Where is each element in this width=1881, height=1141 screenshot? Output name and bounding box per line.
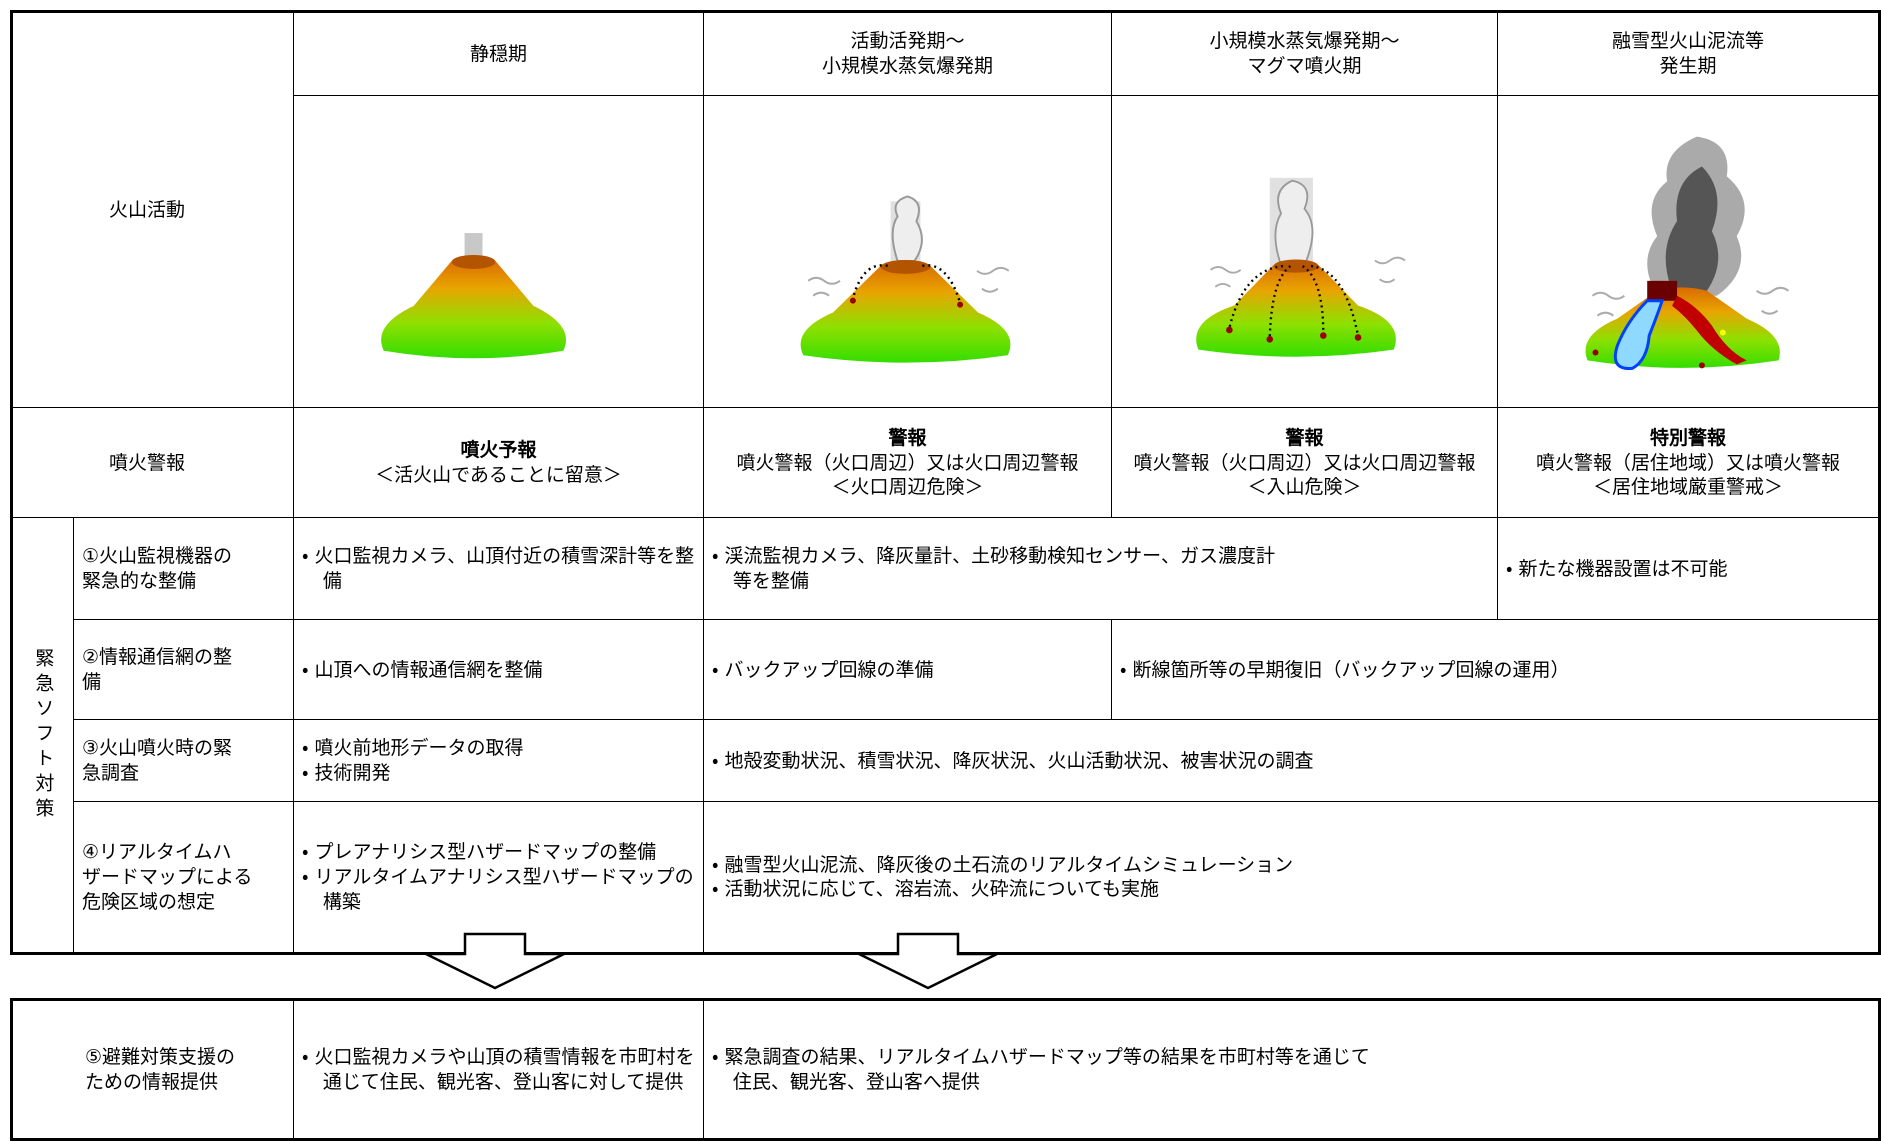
warning-cell: 噴火予報 ＜活火山であることに留意＞	[293, 407, 705, 519]
row-label: ②情報通信網の整 備	[72, 619, 295, 721]
phase-header: 静穏期	[293, 11, 705, 96]
warning-note: ＜居住地域厳重警戒＞	[1593, 476, 1784, 499]
down-arrow	[425, 932, 565, 990]
warning-cell: 警報 噴火警報（火口周辺）又は火口周辺警報 ＜火口周辺危険＞	[703, 407, 1113, 519]
bullet-item: ・ 活動状況に応じて、溶岩流、火砕流についても実施	[712, 878, 1160, 901]
bullet-item: ・ リアルタイムアナリシス型ハザードマップの構築	[302, 866, 694, 913]
bullet-item: ・ 渓流監視カメラ、降灰量計、土砂移動検知センサー、ガス濃度計 等を整備	[712, 545, 1275, 592]
row-label: ④リアルタイムハ ザードマップによる 危険区域の想定	[72, 801, 295, 955]
measures-table: 火山活動 静穏期 活動活発期～ 小規模水蒸気爆発期 小規模水蒸気爆発期～ マグマ…	[10, 10, 1881, 956]
image-cell	[1111, 94, 1499, 409]
bullet-item: ・ 火口監視カメラや山頂の積雪情報を市町村を通じて住民、観光客、登山客に対して提…	[302, 1045, 695, 1093]
support-table: ⑤避難対策支援の ための情報提供 ・ 火口監視カメラや山頂の積雪情報を市町村を通…	[10, 998, 1881, 1141]
warning-title: 警報	[1285, 426, 1324, 449]
bullet-item: ・ 地殻変動状況、積雪状況、降灰状況、火山活動状況、被害状況の調査	[712, 749, 1314, 772]
arrows	[425, 932, 998, 990]
bullet-item: ・ 火口監視カメラ、山頂付近の積雪深計等を整備	[302, 545, 695, 592]
warning-detail: 噴火警報（火口周辺）又は火口周辺警報	[1133, 451, 1476, 474]
warning-title: 噴火予報	[460, 439, 537, 462]
group-label: 緊急ソフト対策	[11, 517, 74, 955]
measure-cell: ・ 火口監視カメラ、山頂付近の積雪深計等を整備	[293, 517, 705, 621]
down-arrow	[858, 932, 998, 990]
row-label: 火山活動	[10, 10, 295, 409]
row-label: ①火山監視機器の 緊急的な整備	[72, 517, 295, 621]
bullet-item: ・ 山頂への情報通信網を整備	[302, 658, 543, 681]
warning-cell: 警報 噴火警報（火口周辺）又は火口周辺警報 ＜入山危険＞	[1111, 407, 1499, 519]
row-label: 噴火警報	[10, 407, 295, 519]
bullet-item: ・ 新たな機器設置は不可能	[1506, 557, 1728, 580]
bullet-item: ・ 緊急調査の結果、リアルタイムハザードマップ等の結果を市町村等を通じて 住民、…	[712, 1045, 1370, 1093]
image-cell	[703, 94, 1113, 409]
warning-detail: 噴火警報（火口周辺）又は火口周辺警報	[736, 451, 1079, 474]
measure-cell: ・ 山頂への情報通信網を整備	[293, 619, 705, 721]
measure-cell: ・ 断線箇所等の早期復旧（バックアップ回線の運用）	[1111, 619, 1881, 721]
bullet-item: ・ 技術開発	[302, 761, 391, 784]
warning-title: 特別警報	[1650, 426, 1727, 449]
phase-header: 活動活発期～ 小規模水蒸気爆発期	[703, 11, 1113, 96]
measure-cell: ・ 火口監視カメラや山頂の積雪情報を市町村を通じて住民、観光客、登山客に対して提…	[293, 999, 704, 1140]
warning-cell: 特別警報 噴火警報（居住地域）又は噴火警報 ＜居住地域厳重警戒＞	[1497, 407, 1881, 519]
measure-cell: ・ 噴火前地形データの取得・ 技術開発	[293, 719, 705, 803]
measure-cell: ・ プレアナリシス型ハザードマップの整備・ リアルタイムアナリシス型ハザードマッ…	[293, 801, 705, 955]
volcano-illustration	[1585, 136, 1790, 370]
warning-detail: 噴火警報（居住地域）又は噴火警報	[1536, 451, 1841, 474]
measure-cell: ・ 新たな機器設置は不可能	[1497, 517, 1881, 621]
warning-note: ＜入山危険＞	[1247, 476, 1362, 499]
measure-cell: ・ 融雪型火山泥流、降灰後の土石流のリアルタイムシミュレーション・ 活動状況に応…	[703, 801, 1881, 955]
warning-note: ＜活火山であることに留意＞	[375, 463, 622, 486]
measure-cell: ・ 地殻変動状況、積雪状況、降灰状況、火山活動状況、被害状況の調査	[703, 719, 1881, 803]
row-label: ③火山噴火時の緊 急調査	[72, 719, 295, 803]
bullet-item: ・ バックアップ回線の準備	[712, 658, 934, 681]
image-cell	[293, 94, 705, 409]
bullet-item: ・ プレアナリシス型ハザードマップの整備	[302, 841, 657, 864]
measure-cell: ・ バックアップ回線の準備	[703, 619, 1113, 721]
image-cell	[1497, 94, 1881, 409]
warning-title: 警報	[888, 426, 927, 449]
phase-header: 小規模水蒸気爆発期～ マグマ噴火期	[1111, 11, 1499, 96]
bullet-item: ・ 融雪型火山泥流、降灰後の土石流のリアルタイムシミュレーション	[712, 853, 1294, 876]
measure-cell: ・ 渓流監視カメラ、降灰量計、土砂移動検知センサー、ガス濃度計 等を整備	[703, 517, 1499, 621]
phase-header: 融雪型火山泥流等 発生期	[1497, 11, 1881, 96]
warning-note: ＜火口周辺危険＞	[831, 476, 984, 499]
bullet-item: ・ 断線箇所等の早期復旧（バックアップ回線の運用）	[1120, 658, 1570, 681]
volcano-illustration	[800, 195, 1011, 363]
row-label: ⑤避難対策支援の ための情報提供	[11, 999, 294, 1140]
volcano-illustration	[1196, 177, 1406, 357]
volcano-illustration	[381, 232, 567, 358]
bullet-item: ・ 噴火前地形データの取得	[302, 737, 524, 760]
measure-cell: ・ 緊急調査の結果、リアルタイムハザードマップ等の結果を市町村等を通じて 住民、…	[703, 999, 1880, 1140]
